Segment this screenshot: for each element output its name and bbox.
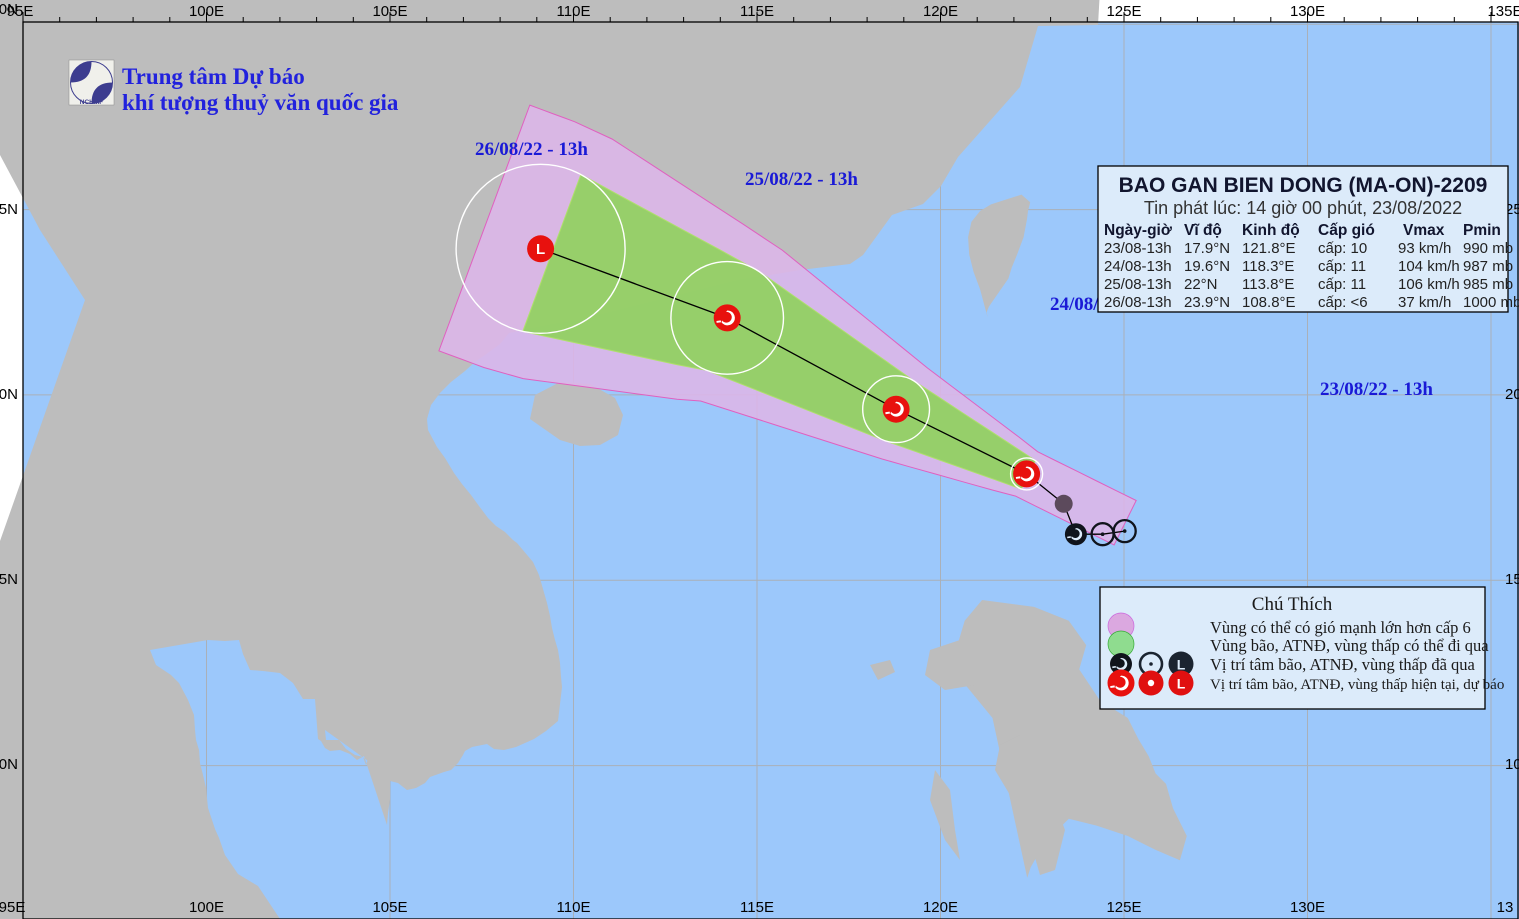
svg-text:19.6°N: 19.6°N xyxy=(1184,258,1230,275)
svg-text:15N: 15N xyxy=(0,571,18,588)
svg-text:125E: 125E xyxy=(1106,3,1141,20)
svg-text:cấp: <6: cấp: <6 xyxy=(1318,294,1368,311)
svg-text:Vùng có thể có gió mạnh lớn hơ: Vùng có thể có gió mạnh lớn hơn cấp 6 xyxy=(1210,618,1471,637)
svg-text:L: L xyxy=(536,241,545,258)
svg-text:24/08-13h: 24/08-13h xyxy=(1104,258,1172,275)
svg-text:L: L xyxy=(1177,657,1186,673)
svg-text:Tin phát lúc: 14 giờ 00 phút,: Tin phát lúc: 14 giờ 00 phút, 23/08/2022 xyxy=(1144,198,1462,218)
svg-text:135E: 135E xyxy=(1487,3,1519,20)
svg-text:130E: 130E xyxy=(1290,899,1325,916)
svg-text:20N: 20N xyxy=(0,386,18,403)
svg-text:130E: 130E xyxy=(1290,3,1325,20)
svg-text:108.8°E: 108.8°E xyxy=(1242,294,1296,311)
svg-text:10N: 10N xyxy=(0,756,18,773)
svg-text:Vĩ độ: Vĩ độ xyxy=(1184,222,1222,239)
svg-text:Vị trí tâm bão, ATNĐ, vùng thấ: Vị trí tâm bão, ATNĐ, vùng thấp đã qua xyxy=(1210,655,1476,674)
svg-text:100E: 100E xyxy=(189,3,224,20)
svg-text:Vùng bão, ATNĐ, vùng thấp có t: Vùng bão, ATNĐ, vùng thấp có thể đi qua xyxy=(1210,636,1489,655)
svg-text:Kinh độ: Kinh độ xyxy=(1242,222,1300,239)
svg-text:Trung tâm Dự báo: Trung tâm Dự báo xyxy=(122,64,305,89)
svg-text:37 km/h: 37 km/h xyxy=(1398,294,1451,311)
svg-text:125E: 125E xyxy=(1106,899,1141,916)
svg-text:113.8°E: 113.8°E xyxy=(1242,276,1294,293)
svg-text:120E: 120E xyxy=(923,3,958,20)
svg-text:15N: 15N xyxy=(1505,571,1519,588)
svg-text:26/08-13h: 26/08-13h xyxy=(1104,294,1172,311)
svg-text:cấp: 11: cấp: 11 xyxy=(1318,276,1366,293)
svg-text:115E: 115E xyxy=(740,3,774,20)
svg-text:23/08-13h: 23/08-13h xyxy=(1104,240,1172,257)
svg-text:30N: 30N xyxy=(0,1,18,18)
svg-text:10N: 10N xyxy=(1505,756,1519,773)
svg-text:100E: 100E xyxy=(189,899,224,916)
svg-text:BAO GAN BIEN DONG (MA-ON)-2209: BAO GAN BIEN DONG (MA-ON)-2209 xyxy=(1119,174,1488,197)
svg-text:Vị trí tâm bão, ATNĐ, vùng thấ: Vị trí tâm bão, ATNĐ, vùng thấp hiện tại… xyxy=(1210,677,1504,693)
svg-text:23.9°N: 23.9°N xyxy=(1184,294,1230,311)
svg-text:987 mb: 987 mb xyxy=(1463,258,1513,275)
svg-text:Chú Thích: Chú Thích xyxy=(1252,594,1333,615)
svg-text:120E: 120E xyxy=(923,899,958,916)
svg-text:22°N: 22°N xyxy=(1184,276,1218,293)
svg-text:93 km/h: 93 km/h xyxy=(1398,240,1451,257)
svg-text:106 km/h: 106 km/h xyxy=(1398,276,1460,293)
svg-text:115E: 115E xyxy=(740,899,774,916)
svg-text:cấp: 11: cấp: 11 xyxy=(1318,258,1366,275)
svg-text:Ngày-giờ: Ngày-giờ xyxy=(1104,222,1173,239)
svg-text:105E: 105E xyxy=(372,3,407,20)
svg-text:25/08-13h: 25/08-13h xyxy=(1104,276,1172,293)
svg-text:NCHMF: NCHMF xyxy=(80,99,103,106)
svg-text:cấp: 10: cấp: 10 xyxy=(1318,240,1367,257)
svg-text:985 mb: 985 mb xyxy=(1463,276,1513,293)
svg-text:110E: 110E xyxy=(557,3,591,20)
svg-text:104 km/h: 104 km/h xyxy=(1398,258,1460,275)
svg-text:20N: 20N xyxy=(1505,386,1519,403)
svg-text:110E: 110E xyxy=(557,899,591,916)
svg-text:23/08/22 - 13h: 23/08/22 - 13h xyxy=(1320,379,1433,400)
svg-text:khí tượng thuỷ văn quốc gia: khí tượng thuỷ văn quốc gia xyxy=(122,90,399,115)
svg-text:25N: 25N xyxy=(0,201,18,218)
svg-text:L: L xyxy=(1177,676,1186,692)
svg-text:13: 13 xyxy=(1497,899,1514,916)
svg-text:95E: 95E xyxy=(0,899,25,916)
svg-text:121.8°E: 121.8°E xyxy=(1242,240,1296,257)
svg-text:Cấp gió: Cấp gió xyxy=(1318,222,1375,239)
svg-text:25/08/22 - 13h: 25/08/22 - 13h xyxy=(745,169,858,190)
svg-text:1000 mb: 1000 mb xyxy=(1463,294,1519,311)
svg-text:17.9°N: 17.9°N xyxy=(1184,240,1230,257)
svg-text:26/08/22 - 13h: 26/08/22 - 13h xyxy=(475,139,588,160)
svg-text:105E: 105E xyxy=(372,899,407,916)
svg-text:990 mb: 990 mb xyxy=(1463,240,1513,257)
svg-text:Vmax: Vmax xyxy=(1403,222,1445,239)
svg-text:Pmin: Pmin xyxy=(1463,222,1501,239)
svg-text:118.3°E: 118.3°E xyxy=(1242,258,1294,275)
